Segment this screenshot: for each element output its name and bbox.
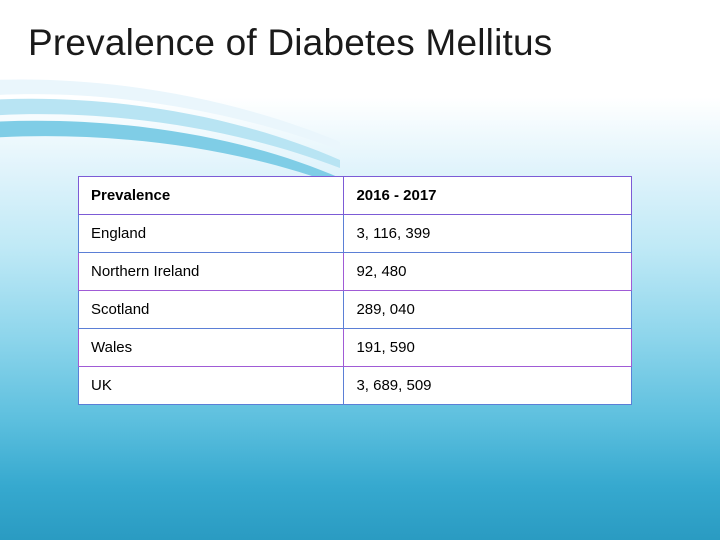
table-header-cell: 2016 - 2017 xyxy=(344,177,632,215)
table-row: Northern Ireland 92, 480 xyxy=(79,253,632,291)
table-cell-region: UK xyxy=(79,367,344,405)
table-row: England 3, 116, 399 xyxy=(79,215,632,253)
table-cell-region: Wales xyxy=(79,329,344,367)
decorative-swoosh xyxy=(0,72,340,192)
table-cell-region: Scotland xyxy=(79,291,344,329)
table-cell-value: 289, 040 xyxy=(344,291,632,329)
table-cell-value: 3, 116, 399 xyxy=(344,215,632,253)
table-cell-region: England xyxy=(79,215,344,253)
table-row: Scotland 289, 040 xyxy=(79,291,632,329)
slide-title: Prevalence of Diabetes Mellitus xyxy=(28,22,552,64)
table-cell-value: 92, 480 xyxy=(344,253,632,291)
table-row: Wales 191, 590 xyxy=(79,329,632,367)
prevalence-table: Prevalence 2016 - 2017 England 3, 116, 3… xyxy=(78,176,632,405)
table-header-row: Prevalence 2016 - 2017 xyxy=(79,177,632,215)
table-cell-region: Northern Ireland xyxy=(79,253,344,291)
table-header-cell: Prevalence xyxy=(79,177,344,215)
table-cell-value: 191, 590 xyxy=(344,329,632,367)
table-row: UK 3, 689, 509 xyxy=(79,367,632,405)
table-cell-value: 3, 689, 509 xyxy=(344,367,632,405)
